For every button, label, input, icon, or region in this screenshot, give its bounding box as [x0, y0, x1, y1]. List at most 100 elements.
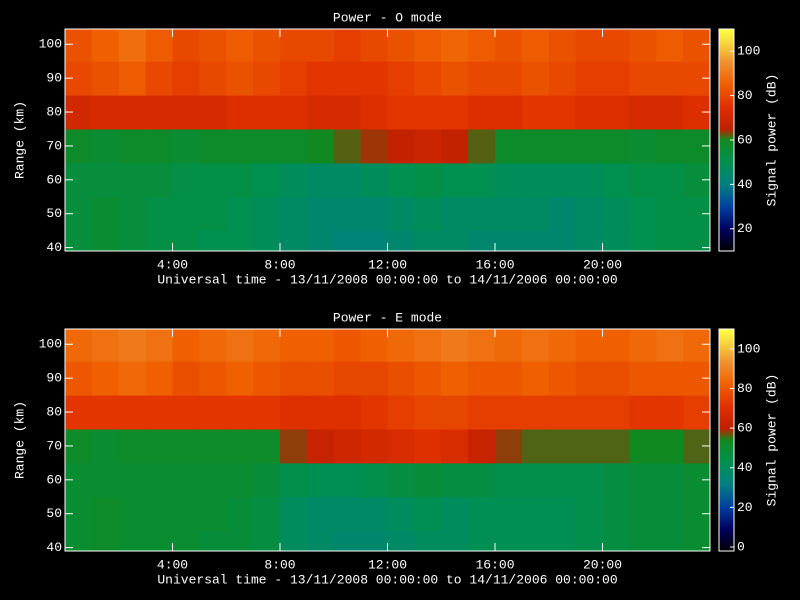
heat-cell: [199, 29, 227, 62]
heat-cell: [360, 428, 388, 464]
heat-cell: [441, 128, 469, 164]
heat-cell: [145, 395, 173, 430]
heat-cell: [199, 128, 227, 164]
heat-cell: [118, 462, 147, 498]
heat-cell: [360, 196, 388, 232]
heat-cell: [414, 530, 442, 551]
heat-cell: [521, 230, 550, 251]
heat-cell: [468, 128, 496, 164]
heat-cell: [306, 196, 335, 232]
y-tick-label: 90: [46, 71, 62, 86]
heat-cell: [360, 95, 388, 130]
colorbar-tick-label: 80: [737, 88, 753, 103]
heat-cell: [360, 361, 388, 396]
heat-cell: [118, 29, 147, 62]
heat-cell: [306, 29, 335, 62]
y-tick-label: 40: [46, 240, 62, 255]
heat-cell: [118, 162, 147, 198]
heat-cell: [468, 230, 496, 251]
heat-cell: [575, 162, 603, 198]
heat-cell: [172, 128, 200, 164]
heat-cell: [575, 61, 603, 96]
heat-cell: [629, 29, 657, 62]
heat-cell: [91, 61, 120, 96]
heat-cell: [333, 428, 362, 464]
colorbar-tick-label: 20: [737, 500, 753, 515]
heat-cell: [280, 530, 308, 551]
heat-cell: [253, 395, 281, 430]
heat-cell: [629, 496, 657, 532]
heat-cell: [333, 496, 362, 532]
heat-cell: [548, 128, 577, 164]
heat-cell: [441, 496, 469, 532]
heat-cell: [306, 95, 335, 130]
heat-cell: [414, 162, 442, 198]
heat-cell: [280, 395, 308, 430]
heat-cell: [118, 530, 147, 551]
heat-cell: [91, 329, 120, 362]
heat-cell: [145, 496, 173, 532]
heat-cell: [414, 462, 442, 498]
y-tick-label: 40: [46, 540, 62, 555]
heat-cell: [118, 496, 147, 532]
heat-cell: [521, 496, 550, 532]
heat-cell: [548, 428, 577, 464]
heat-cell: [548, 29, 577, 62]
heat-cell: [495, 428, 523, 464]
heat-cell: [172, 162, 200, 198]
heat-cell: [145, 462, 173, 498]
heat-cell: [387, 29, 415, 62]
heat-cell: [548, 496, 577, 532]
heat-cell: [280, 428, 308, 464]
heat-cell: [548, 95, 577, 130]
heat-cell: [280, 29, 308, 62]
heat-cell: [602, 395, 630, 430]
colorbar-tick-label: 60: [737, 421, 753, 436]
heat-cell: [333, 29, 362, 62]
heat-cell: [441, 329, 469, 362]
heat-cell: [548, 196, 577, 232]
heat-cell: [360, 530, 388, 551]
heat-cell: [468, 530, 496, 551]
heat-cell: [387, 61, 415, 96]
heat-cell: [414, 196, 442, 232]
heat-cell: [575, 496, 603, 532]
heat-cell: [226, 395, 254, 430]
heat-cell: [387, 530, 415, 551]
heat-cell: [253, 530, 281, 551]
heat-cell: [468, 496, 496, 532]
heat-cell: [521, 95, 550, 130]
heat-cell: [441, 361, 469, 396]
heat-cell: [629, 196, 657, 232]
heat-cell: [602, 162, 630, 198]
y-tick-label: 70: [46, 138, 62, 153]
heat-cell: [145, 162, 173, 198]
y-axis-label: Range (km): [12, 401, 27, 479]
heat-cell: [280, 95, 308, 130]
heat-cell: [199, 95, 227, 130]
heat-cell: [253, 95, 281, 130]
heat-cell: [333, 230, 362, 251]
heat-cell: [656, 162, 684, 198]
heat-cell: [145, 329, 173, 362]
heat-cell: [91, 395, 120, 430]
heat-cell: [145, 61, 173, 96]
heat-cell: [495, 530, 523, 551]
heat-cell: [414, 496, 442, 532]
heat-cell: [118, 61, 147, 96]
heat-cell: [548, 530, 577, 551]
heat-cell: [575, 530, 603, 551]
heat-cell: [360, 462, 388, 498]
heat-cell: [656, 196, 684, 232]
heat-cell: [253, 329, 281, 362]
heat-cell: [199, 196, 227, 232]
heat-cell: [172, 29, 200, 62]
heat-cell: [575, 29, 603, 62]
heatmap: [65, 29, 710, 251]
heat-cell: [683, 530, 710, 551]
heat-cell: [495, 95, 523, 130]
heat-cell: [602, 196, 630, 232]
heat-cell: [91, 230, 120, 251]
y-tick-label: 80: [46, 104, 62, 119]
heat-cell: [414, 61, 442, 96]
